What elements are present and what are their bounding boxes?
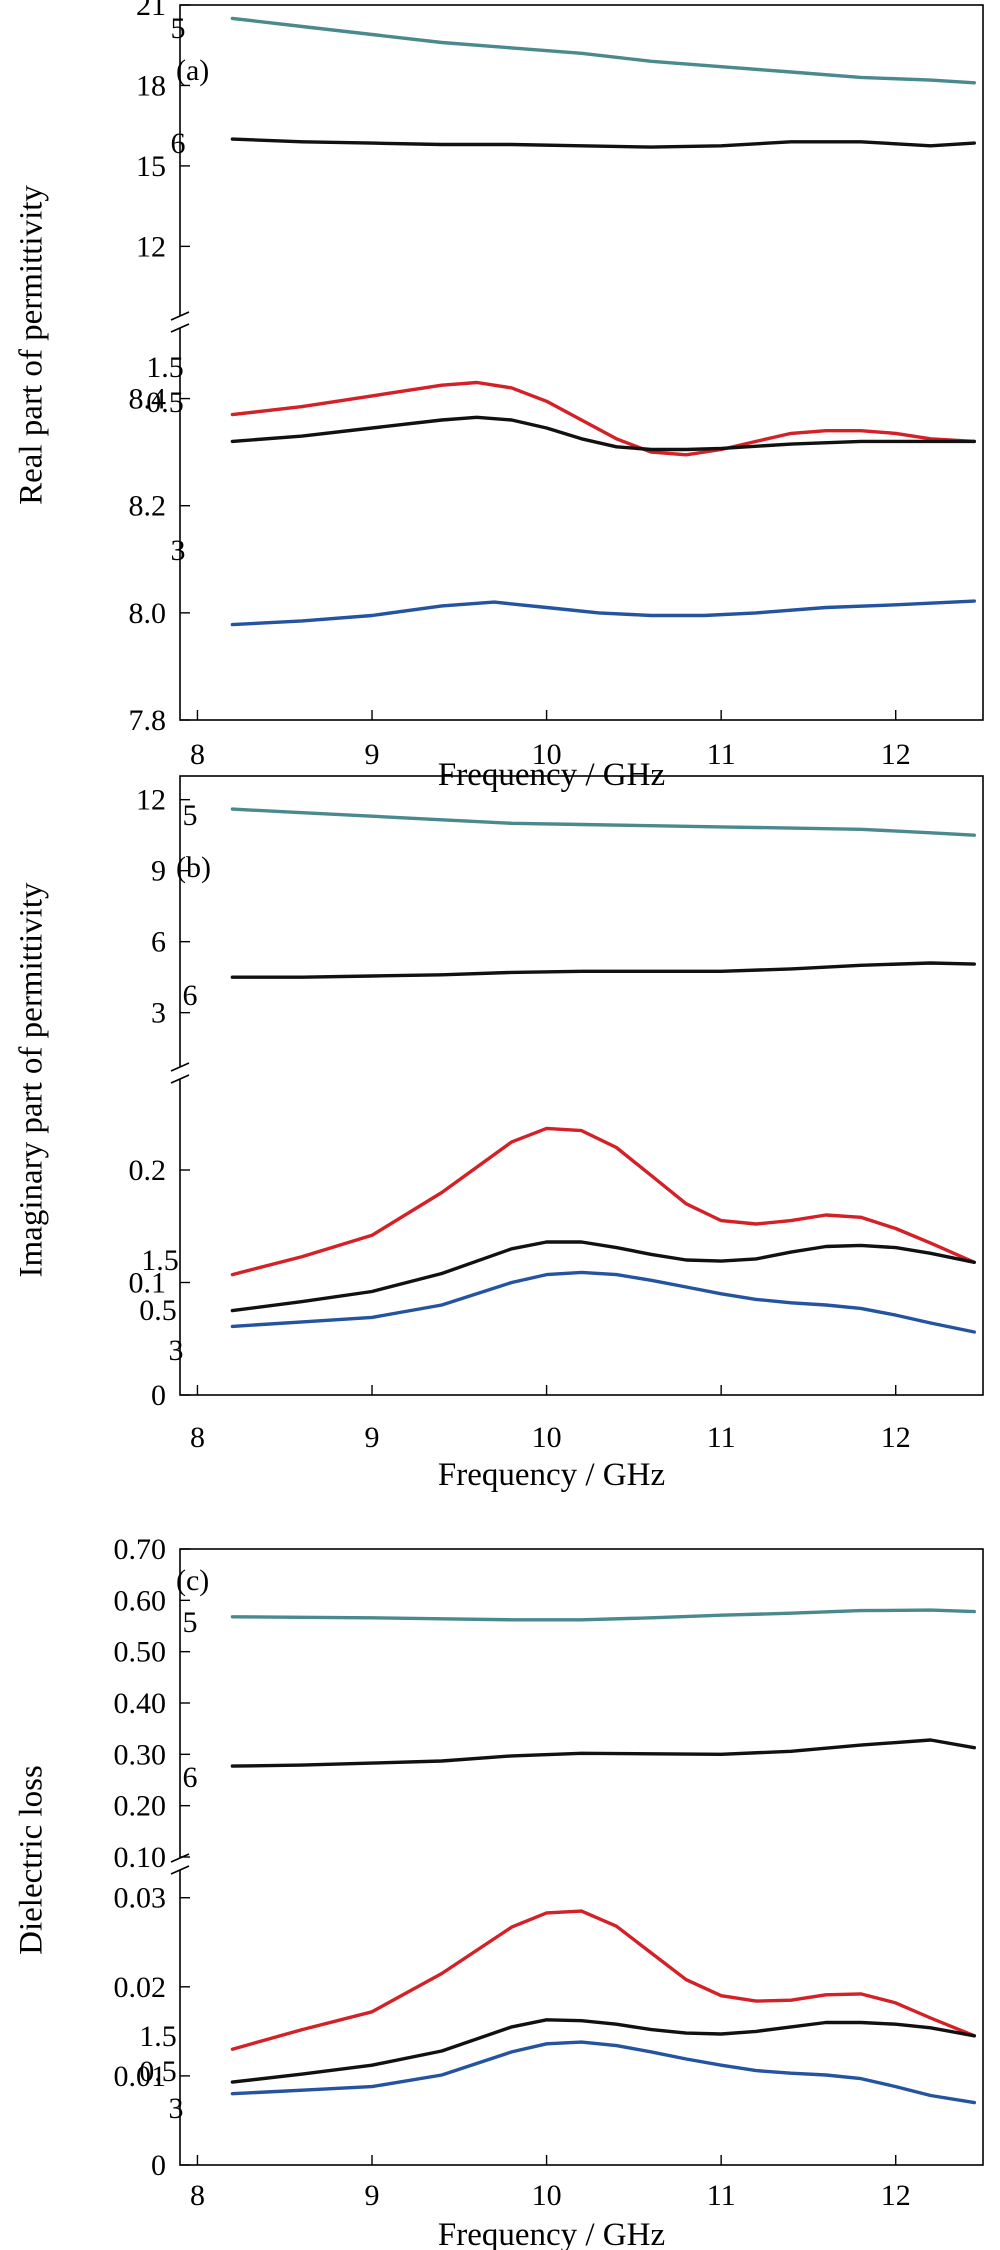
axis-break-mark bbox=[170, 1853, 190, 1875]
series-label-3: 3 bbox=[171, 534, 186, 567]
y-tick-label: 8.2 bbox=[129, 490, 167, 523]
y-tick-label: 0 bbox=[151, 1379, 166, 1412]
series-line-5 bbox=[230, 16, 976, 85]
series-label-5: 5 bbox=[183, 799, 198, 832]
x-tick-label: 10 bbox=[532, 738, 562, 771]
y-tick-label: 0.30 bbox=[114, 1738, 167, 1771]
y-tick-label: 0.1 bbox=[129, 1267, 167, 1300]
y-tick-label: 0.03 bbox=[114, 1882, 167, 1915]
series-line-6 bbox=[230, 1738, 976, 1768]
y-tick-label: 9 bbox=[151, 855, 166, 888]
series-line-1-5 bbox=[230, 1126, 976, 1277]
y-axis-label: Imaginary part of permittivity bbox=[14, 882, 50, 1277]
series-line-0-5 bbox=[230, 415, 976, 452]
x-tick-label: 9 bbox=[365, 1421, 380, 1454]
series-label-5: 5 bbox=[183, 1606, 198, 1639]
series-label-6: 6 bbox=[171, 127, 186, 160]
series-line-5 bbox=[230, 807, 976, 837]
series-label-1-5: 1.5 bbox=[139, 2020, 177, 2053]
axis-break-mark bbox=[170, 1062, 190, 1084]
x-tick-label: 12 bbox=[881, 2179, 911, 2212]
y-axis-label: Real part of permittivity bbox=[14, 185, 50, 505]
y-tick-label: 18 bbox=[136, 69, 166, 102]
y-tick-label: 0.40 bbox=[114, 1687, 167, 1720]
y-tick-label: 6 bbox=[151, 926, 166, 959]
x-axis-label: Frequency / GHz bbox=[438, 1457, 665, 1493]
x-axis-label: Frequency / GHz bbox=[438, 2217, 665, 2250]
y-tick-label: 8.4 bbox=[129, 383, 167, 416]
series-label-1-5: 1.5 bbox=[146, 351, 184, 384]
x-tick-label: 9 bbox=[365, 738, 380, 771]
y-tick-label: 3 bbox=[151, 997, 166, 1030]
panel-label: (c) bbox=[176, 1564, 209, 1597]
series-label-3: 3 bbox=[169, 1334, 184, 1367]
y-tick-label: 12 bbox=[136, 230, 166, 263]
y-tick-label: 0.60 bbox=[114, 1584, 167, 1617]
plot-frame bbox=[179, 775, 984, 1396]
y-tick-label: 0.2 bbox=[129, 1154, 167, 1187]
y-tick-label: 0.70 bbox=[114, 1533, 167, 1566]
x-tick-label: 8 bbox=[190, 2179, 205, 2212]
series-label-6: 6 bbox=[183, 1761, 198, 1794]
x-tick-label: 11 bbox=[707, 2179, 736, 2212]
y-tick-label: 0.02 bbox=[114, 1971, 167, 2004]
y-tick-label: 0.20 bbox=[114, 1790, 167, 1823]
y-tick-label: 8.0 bbox=[129, 597, 167, 630]
x-tick-label: 8 bbox=[190, 1421, 205, 1454]
x-tick-label: 12 bbox=[881, 1421, 911, 1454]
y-tick-label: 7.8 bbox=[129, 704, 167, 737]
x-tick-label: 9 bbox=[365, 2179, 380, 2212]
series-label-3: 3 bbox=[169, 2092, 184, 2125]
y-tick-label: 15 bbox=[136, 150, 166, 183]
series-label-0-5: 0.5 bbox=[139, 1294, 177, 1327]
y-tick-label: 0.01 bbox=[114, 2060, 167, 2093]
series-line-5 bbox=[230, 1608, 976, 1622]
series-label-1-5: 1.5 bbox=[141, 1244, 179, 1277]
series-label-6: 6 bbox=[183, 979, 198, 1012]
panel-label: (a) bbox=[176, 54, 209, 87]
axis-break-gap bbox=[168, 1067, 192, 1079]
y-axis-label: Dielectric loss bbox=[14, 1765, 50, 1955]
series-line-3 bbox=[230, 1270, 976, 1334]
y-tick-label: 0.10 bbox=[114, 1841, 167, 1874]
axis-break-mark bbox=[170, 311, 190, 333]
axis-break-gap bbox=[168, 316, 192, 328]
y-tick-label: 0 bbox=[151, 2149, 166, 2182]
series-label-0-5: 0.5 bbox=[139, 2055, 177, 2088]
series-line-0-5 bbox=[230, 1240, 976, 1313]
series-line-1-5 bbox=[230, 1909, 976, 2051]
series-line-6 bbox=[230, 137, 976, 149]
y-tick-label: 0.50 bbox=[114, 1636, 167, 1669]
x-tick-label: 10 bbox=[532, 2179, 562, 2212]
series-label-5: 5 bbox=[171, 12, 186, 45]
x-tick-label: 12 bbox=[881, 738, 911, 771]
x-tick-label: 10 bbox=[532, 1421, 562, 1454]
plot-frame bbox=[179, 4, 984, 721]
x-tick-label: 11 bbox=[707, 1421, 736, 1454]
series-label-0-5: 0.5 bbox=[146, 386, 184, 419]
panel-label: (b) bbox=[176, 851, 211, 884]
series-line-3 bbox=[230, 599, 976, 627]
series-line-1-5 bbox=[230, 380, 976, 457]
series-line-3 bbox=[230, 2040, 976, 2105]
y-tick-label: 21 bbox=[136, 0, 166, 22]
series-line-0-5 bbox=[230, 2018, 976, 2084]
x-axis-label: Frequency / GHz bbox=[438, 757, 665, 793]
y-tick-label: 12 bbox=[136, 784, 166, 817]
series-line-6 bbox=[230, 961, 976, 979]
x-tick-label: 8 bbox=[190, 738, 205, 771]
x-tick-label: 11 bbox=[707, 738, 736, 771]
axis-break-gap bbox=[168, 1858, 192, 1870]
